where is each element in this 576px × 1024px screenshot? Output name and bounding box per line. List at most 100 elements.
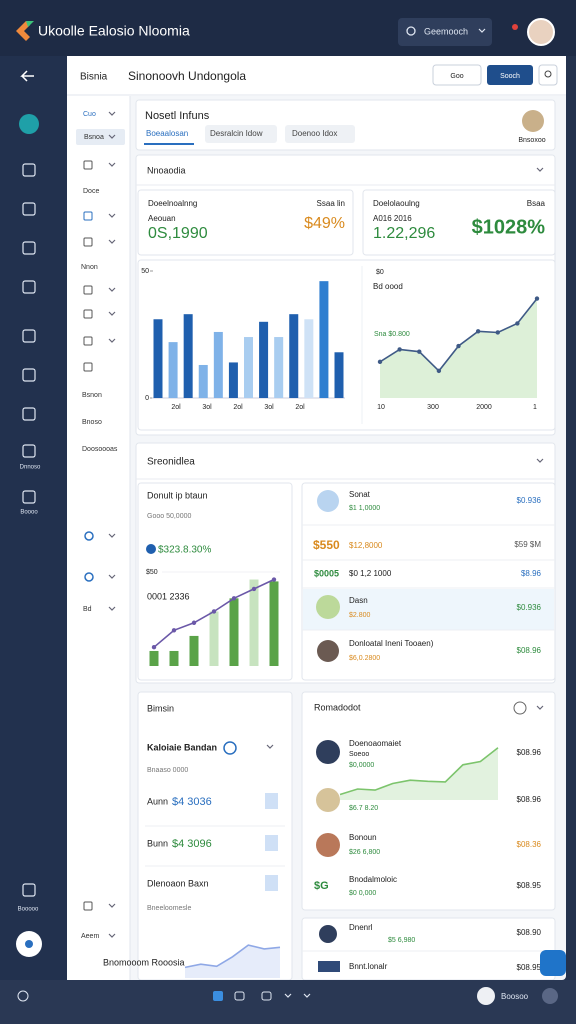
action-button-label[interactable]: Sooch bbox=[500, 73, 520, 80]
sub-nav-item[interactable]: Cuo bbox=[83, 111, 96, 118]
y-tick-label: 50 bbox=[141, 268, 149, 275]
sub-nav-item[interactable]: Bsnoa bbox=[84, 134, 104, 141]
bar bbox=[244, 337, 253, 398]
sidebar-icon[interactable] bbox=[22, 163, 36, 177]
sub-nav-item[interactable]: Doosoooas bbox=[82, 446, 118, 453]
x-tick-label: 3ol bbox=[264, 404, 274, 411]
link[interactable]: Bnomooom Rooosia bbox=[103, 957, 185, 967]
bottom-icon[interactable] bbox=[234, 991, 245, 1001]
bottom-icon[interactable] bbox=[213, 991, 223, 1001]
area-fill bbox=[340, 747, 498, 800]
sidebar-icon[interactable] bbox=[22, 407, 36, 421]
chevron[interactable] bbox=[266, 744, 274, 749]
chevron[interactable] bbox=[108, 162, 116, 167]
sub-nav-icon[interactable] bbox=[83, 160, 93, 170]
chevron[interactable] bbox=[108, 933, 116, 938]
sidebar-label[interactable]: Dnnoso bbox=[20, 465, 41, 471]
chevron[interactable] bbox=[108, 239, 116, 244]
chevron[interactable] bbox=[108, 311, 116, 316]
row-amount: $08.96 bbox=[517, 795, 542, 804]
sub-nav-icon[interactable] bbox=[83, 237, 93, 247]
sub-nav-icon[interactable] bbox=[84, 572, 94, 582]
filter-button-label[interactable]: Goo bbox=[450, 73, 463, 80]
sidebar-label[interactable]: Boooo bbox=[20, 510, 38, 516]
chevron[interactable] bbox=[108, 606, 116, 611]
y-tick-label: 0 bbox=[145, 395, 149, 402]
chevron[interactable] bbox=[284, 993, 292, 998]
sub-nav-icon[interactable] bbox=[83, 309, 93, 319]
sidebar-icon[interactable] bbox=[22, 490, 36, 504]
tab[interactable]: Doenoo Idox bbox=[292, 129, 337, 138]
sidebar-icon[interactable] bbox=[22, 280, 36, 294]
bar bbox=[169, 650, 179, 666]
row-avatar bbox=[317, 640, 339, 662]
y-tick-label: $50 bbox=[146, 569, 158, 576]
sidebar bbox=[0, 56, 67, 980]
bottom-icon[interactable] bbox=[542, 988, 558, 1004]
header-search[interactable] bbox=[538, 64, 558, 86]
chevron[interactable] bbox=[108, 111, 116, 116]
row-name: $0005 bbox=[314, 568, 339, 578]
row-sub: Soeoo bbox=[349, 751, 369, 758]
row-indicator bbox=[265, 793, 278, 809]
sidebar-icon[interactable] bbox=[22, 444, 36, 458]
back-arrow[interactable] bbox=[20, 70, 34, 82]
point bbox=[515, 321, 520, 326]
sub-nav-icon[interactable] bbox=[83, 336, 93, 346]
sub-nav-item[interactable]: Bsnon bbox=[82, 392, 102, 399]
bar bbox=[189, 635, 199, 666]
sub-nav-icon[interactable] bbox=[83, 211, 93, 221]
sub-nav-icon[interactable] bbox=[83, 362, 93, 372]
sub-nav-icon[interactable] bbox=[84, 531, 94, 541]
sidebar-icon[interactable] bbox=[22, 368, 36, 382]
chevron[interactable] bbox=[108, 533, 116, 538]
floating-button[interactable] bbox=[540, 950, 566, 976]
tab[interactable]: Boeaalosan bbox=[146, 129, 188, 138]
header-section: Bisnia bbox=[80, 72, 108, 83]
bar bbox=[259, 321, 269, 398]
sub-nav-item[interactable]: Nnon bbox=[81, 264, 98, 271]
bottom-icon[interactable] bbox=[261, 991, 272, 1001]
row-icon bbox=[318, 961, 340, 972]
search-box[interactable] bbox=[398, 18, 492, 46]
chart-label: 0001 2336 bbox=[147, 591, 190, 601]
sub-nav-item[interactable]: Bd bbox=[83, 606, 92, 613]
sub-nav-item[interactable]: Bnoso bbox=[82, 419, 102, 426]
sidebar-icon[interactable] bbox=[22, 329, 36, 343]
sidebar-icon[interactable] bbox=[22, 883, 36, 897]
sub-nav-icon[interactable] bbox=[83, 901, 93, 911]
list-card bbox=[301, 482, 556, 681]
chevron[interactable] bbox=[303, 993, 311, 998]
tab[interactable]: Desralcin Idow bbox=[210, 129, 263, 138]
sub-nav-icon[interactable] bbox=[83, 285, 93, 295]
filter-button[interactable] bbox=[432, 64, 482, 86]
chevron[interactable] bbox=[108, 134, 116, 139]
chevron[interactable] bbox=[108, 287, 116, 292]
chevron[interactable] bbox=[108, 903, 116, 908]
bottom-icon[interactable] bbox=[17, 990, 29, 1002]
sub-nav-item[interactable]: Aeem bbox=[81, 933, 99, 940]
chevron[interactable] bbox=[478, 28, 486, 33]
overview-avatar[interactable] bbox=[522, 110, 544, 132]
action-button[interactable] bbox=[487, 65, 533, 85]
chevron[interactable] bbox=[108, 338, 116, 343]
bar bbox=[228, 362, 238, 398]
chevron[interactable] bbox=[536, 705, 544, 710]
bar bbox=[334, 352, 344, 398]
sidebar-icon[interactable] bbox=[22, 241, 36, 255]
user-avatar[interactable] bbox=[527, 18, 555, 46]
chevron[interactable] bbox=[108, 213, 116, 218]
search-placeholder[interactable]: Geemooch bbox=[424, 26, 468, 36]
chevron[interactable] bbox=[536, 458, 544, 463]
sidebar-icon[interactable] bbox=[22, 202, 36, 216]
bottom-avatar[interactable] bbox=[477, 987, 495, 1005]
card-subtitle: Bnaaso 0000 bbox=[147, 767, 188, 774]
sub-nav-item[interactable]: Doce bbox=[83, 188, 99, 195]
chevron[interactable] bbox=[108, 574, 116, 579]
row-detail: $26 6,800 bbox=[349, 849, 380, 856]
app-logo-accent bbox=[26, 21, 34, 27]
point bbox=[271, 577, 277, 582]
chevron[interactable] bbox=[536, 167, 544, 172]
sidebar-logo[interactable] bbox=[19, 114, 39, 134]
sidebar-label[interactable]: Booooo bbox=[18, 907, 39, 913]
